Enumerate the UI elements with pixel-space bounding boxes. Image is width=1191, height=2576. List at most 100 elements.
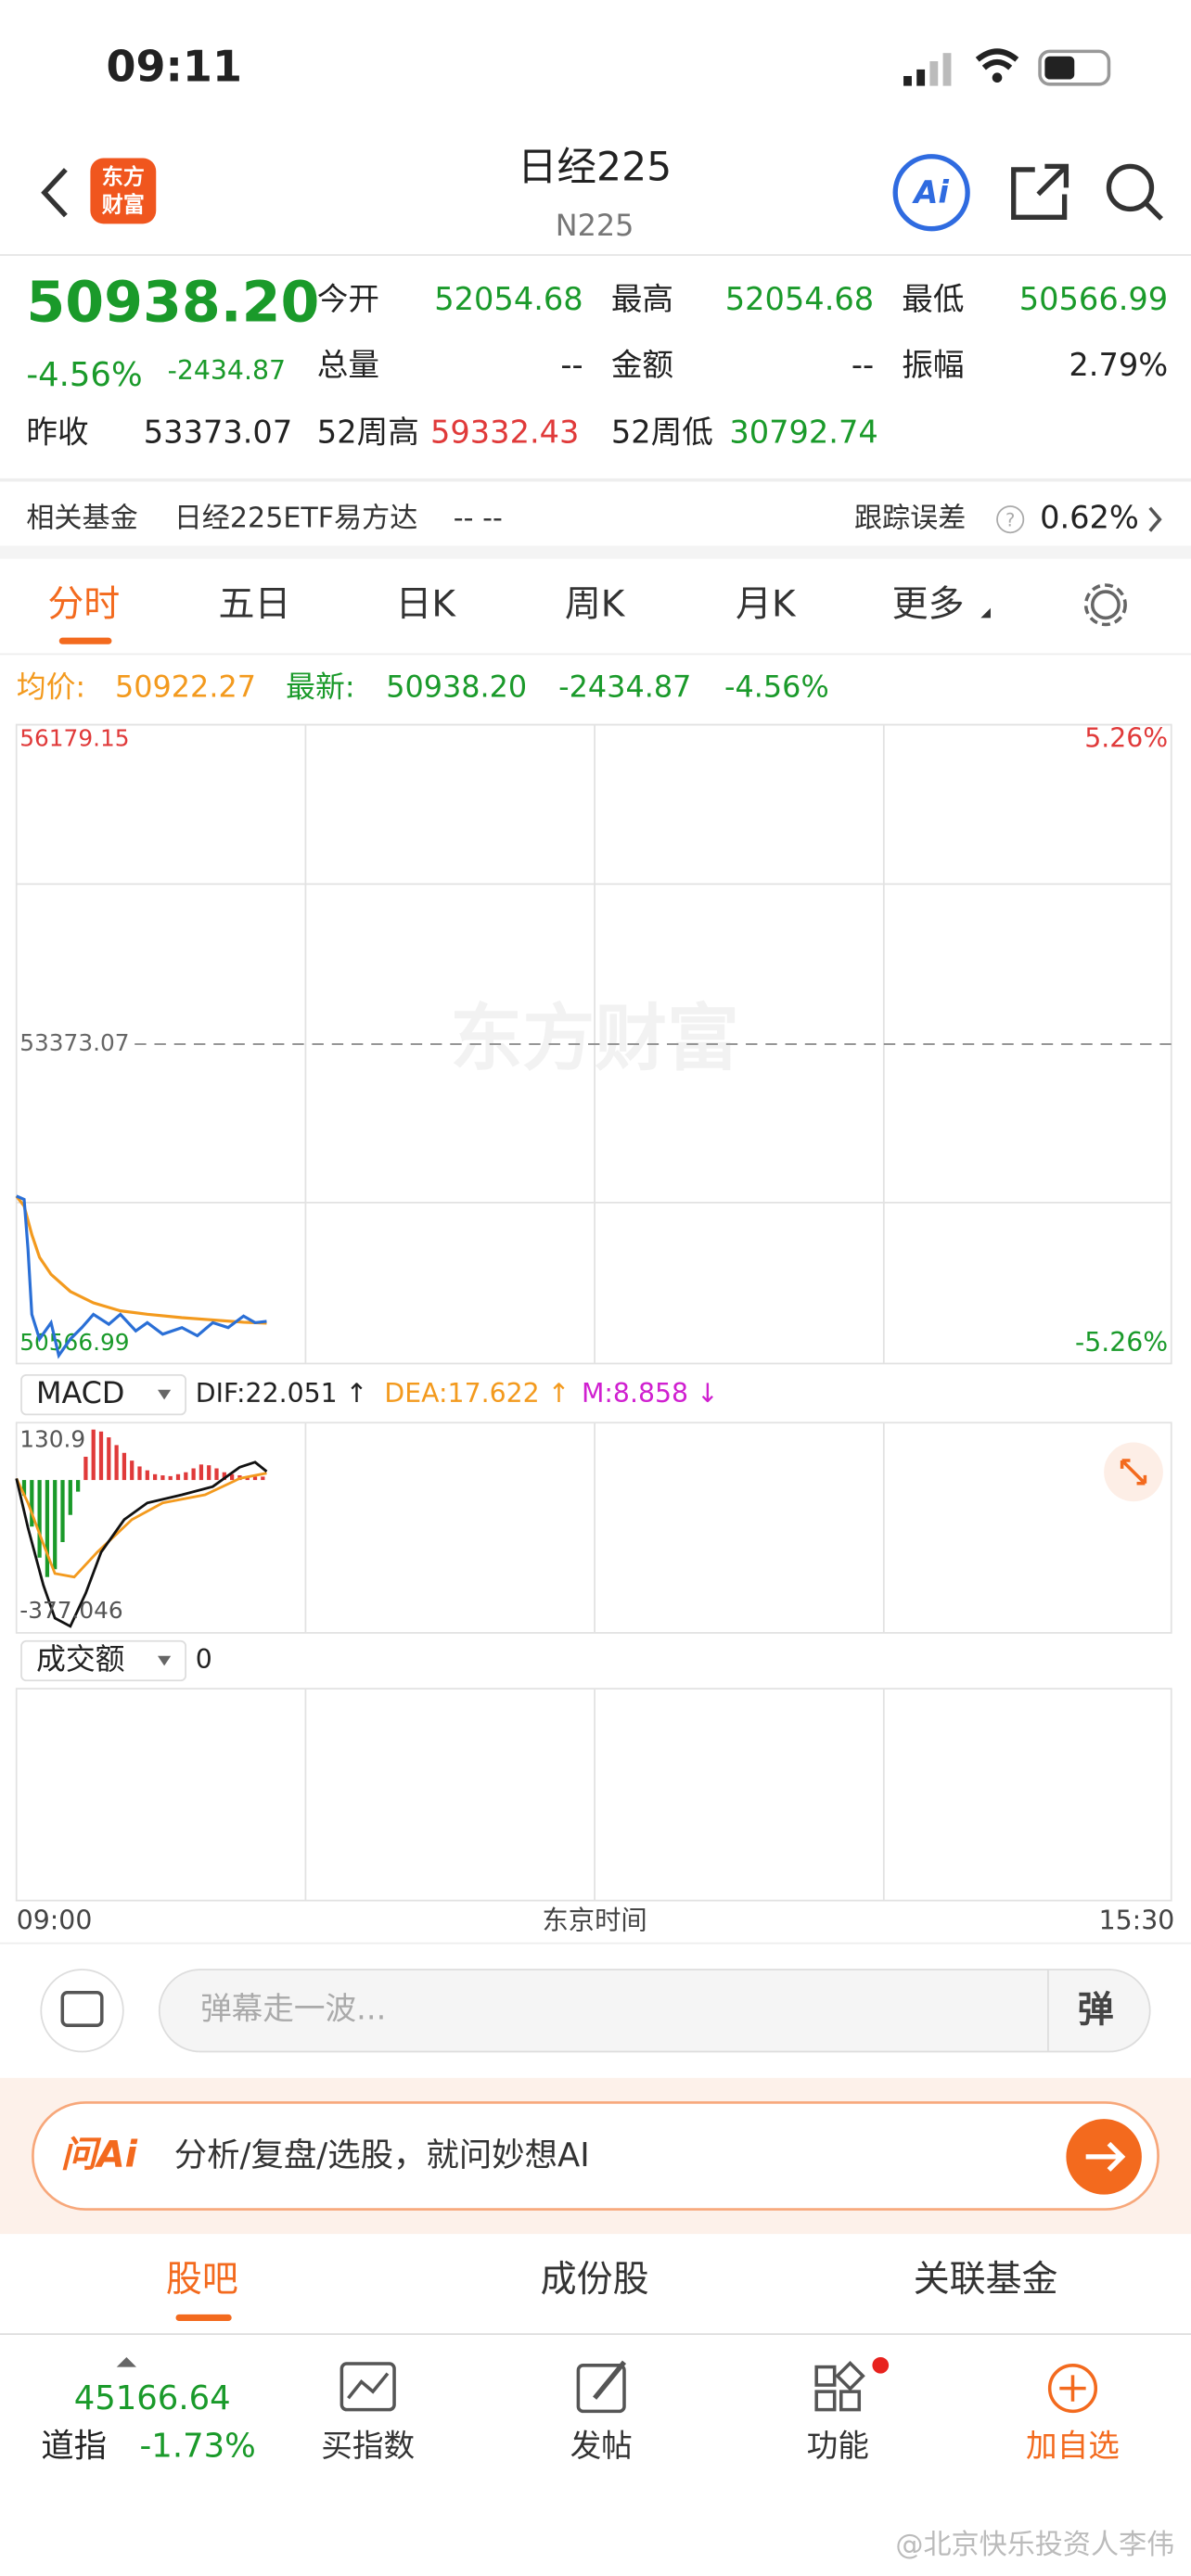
- macd-bar: [30, 1480, 34, 1527]
- tab[interactable]: 分时: [47, 584, 120, 626]
- y-tick-label: 130.9: [19, 1426, 85, 1453]
- ai-button[interactable]: [892, 154, 970, 232]
- macd-bar: [107, 1437, 111, 1481]
- field-label: 52周高: [317, 414, 419, 451]
- macd-bar: [21, 1480, 27, 1496]
- macd-bar: [98, 1431, 104, 1481]
- field-label: 总量: [317, 347, 379, 383]
- macd-bar: [60, 1480, 65, 1543]
- index-name: 道指: [41, 2427, 107, 2465]
- macd-bar: [207, 1465, 211, 1481]
- comment-input[interactable]: [158, 1969, 1151, 2053]
- indicator-select[interactable]: [20, 1373, 187, 1416]
- dif-label: DIF:22.051 ↑: [196, 1378, 368, 1409]
- volume-value: 0: [196, 1644, 212, 1675]
- macd-bar: [160, 1475, 165, 1481]
- sub-tab[interactable]: 股吧: [166, 2259, 238, 2301]
- macd-bar: [130, 1460, 134, 1481]
- danmaku-button[interactable]: 弹: [1078, 1990, 1114, 2032]
- macd-bar: [83, 1456, 88, 1481]
- volume-select[interactable]: [20, 1639, 187, 1682]
- sub-tab[interactable]: 成份股: [541, 2259, 649, 2301]
- tab[interactable]: 五日: [219, 584, 291, 626]
- field-value: 2.79%: [1069, 347, 1168, 383]
- y2-tick-label: -5.26%: [1075, 1327, 1168, 1358]
- search-button[interactable]: [1106, 163, 1155, 212]
- macd-chart: -377.046 130.9: [15, 1422, 1172, 1634]
- price: 50938.20: [26, 271, 319, 336]
- line-avg: [15, 1194, 267, 1325]
- watermark-text: @北京快乐投资人李伟: [895, 2529, 1174, 2561]
- fund-name[interactable]: 日经225ETF易方达: [174, 503, 418, 535]
- macd-bar: [252, 1476, 258, 1481]
- tab[interactable]: 日K: [395, 584, 456, 626]
- subtitle: N225: [556, 208, 634, 243]
- macd-bar: [53, 1480, 58, 1570]
- nav-item[interactable]: 买指数: [321, 2428, 415, 2464]
- y-tick-label: 56179.15: [19, 724, 129, 751]
- field-value: 52054.68: [434, 281, 583, 317]
- field-value: 53373.07: [144, 414, 292, 451]
- y-tick-label: 53373.07: [19, 1029, 129, 1056]
- x-axis-label: 东京时间: [542, 1906, 647, 1936]
- macd-bar: [37, 1480, 42, 1558]
- dea-label: DEA:17.622 ↑: [384, 1378, 570, 1409]
- y-tick-label: -377.046: [19, 1597, 122, 1624]
- fund-label: 相关基金: [26, 503, 137, 535]
- nav-item[interactable]: 发帖: [570, 2428, 633, 2464]
- watermark: 东方财富: [450, 998, 739, 1081]
- svg-text:?: ?: [1005, 509, 1015, 530]
- field-label: 振幅: [902, 347, 964, 383]
- index-value: 45166.64: [74, 2379, 231, 2417]
- macd-bar: [137, 1466, 142, 1481]
- nav-item[interactable]: 加自选: [1026, 2428, 1120, 2464]
- indicator-name: MACD: [36, 1375, 125, 1410]
- macd-bar: [68, 1480, 72, 1515]
- logo-text: 财富: [102, 192, 145, 217]
- ai-input[interactable]: [32, 2101, 1159, 2211]
- macd-bar: [168, 1475, 173, 1481]
- tab[interactable]: 月K: [736, 584, 797, 626]
- macd-bar: [191, 1468, 196, 1481]
- tab[interactable]: 更多: [892, 584, 965, 626]
- comment-placeholder: 弹幕走一波...: [200, 1991, 386, 2027]
- logo-text: 东方: [102, 164, 145, 189]
- change: -2434.87: [168, 355, 286, 386]
- macd-bar: [45, 1480, 50, 1577]
- field-label: 52周低: [611, 414, 713, 451]
- avg-label: 均价:: [17, 670, 85, 705]
- field-label: 最高: [611, 281, 673, 317]
- field-label: 今开: [317, 281, 379, 317]
- latest-pct: -4.56%: [724, 670, 829, 705]
- m-label: M:8.858 ↓: [582, 1378, 719, 1409]
- macd-bar: [145, 1470, 149, 1481]
- macd-bar: [152, 1473, 158, 1481]
- field-value: 52054.68: [725, 281, 874, 317]
- field-value: 50566.99: [1019, 281, 1168, 317]
- nav-item[interactable]: 功能: [807, 2428, 869, 2464]
- back-button[interactable]: [41, 168, 68, 218]
- share-button[interactable]: [1011, 163, 1069, 220]
- dea-line: [15, 1472, 267, 1579]
- danmaku-toggle[interactable]: [40, 1969, 124, 2053]
- macd-bar: [222, 1472, 226, 1481]
- dif-line: [15, 1460, 268, 1628]
- macd-bar: [198, 1464, 204, 1481]
- tab[interactable]: 周K: [565, 584, 626, 626]
- fund-value: -- --: [454, 503, 503, 535]
- latest-value: 50938.20: [386, 670, 527, 705]
- macd-bar: [114, 1445, 119, 1481]
- err-value: 0.62%: [1040, 500, 1139, 536]
- ai-text: Ai: [911, 174, 949, 210]
- volume-name: 成交额: [36, 1641, 125, 1677]
- field-label: 昨收: [26, 414, 88, 451]
- field-value: --: [560, 347, 583, 383]
- logo: [90, 158, 157, 224]
- change-pct: -4.56%: [26, 356, 142, 394]
- y2-tick-label: 5.26%: [1084, 722, 1168, 753]
- macd-bar: [261, 1476, 265, 1481]
- sub-tab[interactable]: 关联基金: [914, 2259, 1058, 2301]
